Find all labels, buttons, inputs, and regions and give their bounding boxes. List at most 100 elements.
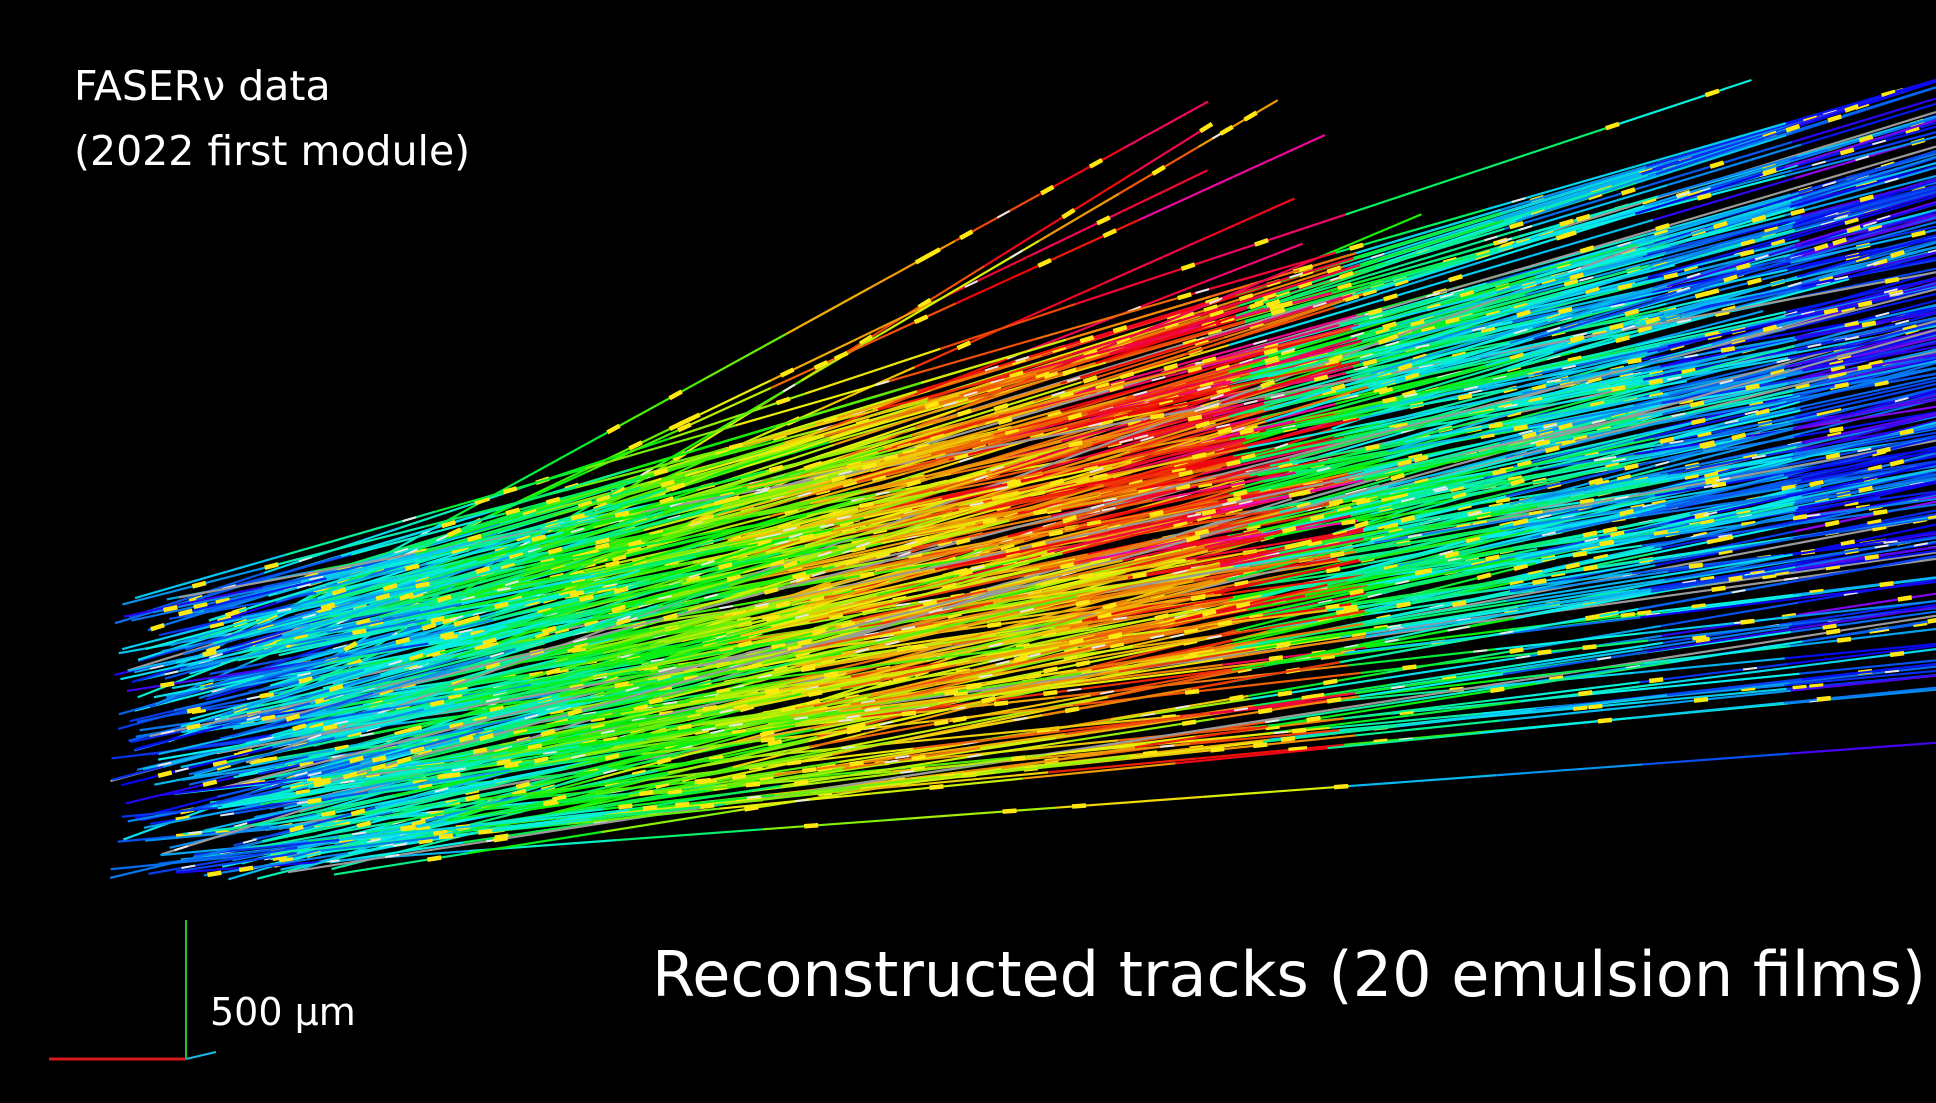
track-hit — [321, 813, 335, 816]
track-hit — [1079, 575, 1093, 577]
track-hit — [427, 858, 441, 860]
track-hit — [1403, 667, 1417, 669]
track-hit — [804, 825, 818, 826]
track-hit — [1133, 574, 1147, 577]
track-hit — [1278, 693, 1292, 695]
track-hit — [1218, 622, 1232, 624]
track-hit — [1326, 606, 1340, 608]
track-hit — [1621, 614, 1635, 616]
track-hit — [203, 652, 217, 655]
track-hit — [1076, 602, 1090, 605]
track-hit — [850, 762, 864, 764]
track-hit — [787, 762, 801, 764]
track-hit — [1342, 521, 1356, 523]
track-hit — [1185, 691, 1199, 693]
track-hit — [1837, 639, 1851, 641]
track-hit — [1826, 455, 1840, 458]
track-hit — [187, 709, 201, 712]
track-hit — [1490, 689, 1504, 691]
track-hit — [1366, 446, 1380, 448]
track-hit — [1654, 532, 1668, 535]
track-hit — [1823, 626, 1837, 628]
track-hit — [745, 807, 759, 809]
track-hit — [1584, 567, 1598, 569]
track-hit — [1793, 687, 1807, 688]
track-hit — [1859, 488, 1873, 491]
track-hit — [1578, 692, 1592, 694]
track-hit — [504, 764, 518, 767]
track-hit — [1307, 718, 1321, 720]
track-hit — [1011, 758, 1025, 760]
track-hit — [1611, 387, 1625, 389]
track-hit — [1043, 692, 1057, 694]
track-hit — [1689, 565, 1703, 567]
track-hit — [1835, 384, 1849, 387]
track-hit-outline — [1160, 745, 1174, 746]
track-hit — [761, 739, 775, 741]
track-hit — [1588, 706, 1602, 707]
track-hit — [1049, 532, 1063, 535]
track-hit — [860, 574, 874, 576]
track-hit — [1898, 597, 1912, 599]
track-display: FASERν data (2022 first module) 500 μm R… — [0, 0, 1936, 1103]
track-hit — [1269, 657, 1283, 659]
track-hit — [473, 749, 487, 752]
track-hit — [1583, 646, 1597, 648]
track-hit — [1664, 274, 1678, 277]
track-hit — [1336, 610, 1350, 613]
track-hit — [1618, 285, 1632, 288]
track-hit — [618, 806, 632, 808]
track-hit — [1184, 656, 1198, 658]
track-hit — [1510, 649, 1524, 651]
track-hit — [1072, 805, 1086, 806]
track-hit — [1230, 697, 1244, 699]
track-hit — [703, 707, 717, 710]
track-hit — [260, 694, 274, 697]
track-hit — [446, 774, 460, 776]
track-hit — [1334, 786, 1348, 787]
track-hit — [697, 780, 711, 783]
track-hit — [1323, 681, 1337, 683]
track-hit — [1880, 583, 1894, 585]
track-hit — [1076, 662, 1090, 665]
track-hit — [1150, 415, 1164, 418]
track-hit — [912, 756, 926, 758]
track-hit — [1537, 651, 1551, 653]
track-hit — [1343, 607, 1357, 609]
track-hit — [1885, 279, 1899, 282]
track-hit — [1326, 569, 1340, 572]
track-hit — [1292, 730, 1306, 731]
track-hit — [801, 668, 815, 670]
track-hit — [746, 784, 760, 785]
page: FASERν tracks {"header": {"line1": "FASE… — [0, 0, 1936, 1103]
track-hit — [1740, 251, 1754, 254]
track-hit — [1825, 522, 1839, 525]
track-hit — [1712, 588, 1726, 590]
track-hit — [1649, 679, 1663, 681]
track-hit — [1452, 602, 1466, 605]
track-hit — [160, 684, 174, 686]
track-hit — [1637, 612, 1651, 614]
track-hit — [1628, 360, 1642, 362]
track-hit — [802, 769, 816, 771]
track-hit-outline — [1274, 732, 1288, 733]
track-hit — [1912, 232, 1926, 235]
track-hit — [824, 673, 838, 676]
track-hit — [668, 791, 682, 792]
track-hit — [1155, 615, 1169, 618]
track-hit — [405, 566, 419, 569]
track-hit — [203, 782, 217, 785]
track-hit — [1649, 380, 1663, 382]
track-hit — [1583, 533, 1597, 536]
track-hit — [1513, 521, 1527, 524]
track-hit — [494, 838, 508, 840]
track-hit — [1890, 653, 1904, 655]
track-hit — [768, 741, 782, 744]
track-hit — [1826, 631, 1840, 633]
body: FASERν data (2022 first module) 500 μm R… — [0, 0, 1936, 1103]
track-hit — [1928, 619, 1936, 621]
track-hit — [765, 690, 779, 692]
track-hit — [1829, 429, 1843, 431]
track-hit — [532, 537, 546, 540]
track-hit — [732, 776, 746, 778]
